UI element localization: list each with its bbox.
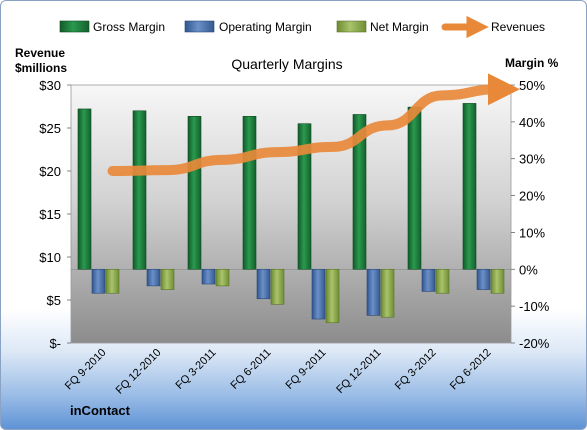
x-axis-tick-label: FQ 12-2011 <box>334 347 383 396</box>
chart-title: Quarterly Margins <box>231 56 342 72</box>
bar-net-margin <box>435 268 450 294</box>
right-axis-tick-label: 30% <box>519 152 545 167</box>
footer-label: inContact <box>70 403 131 418</box>
bar-net-margin <box>325 268 340 324</box>
right-axis-tick-label: 10% <box>519 225 545 240</box>
legend-swatch-net-margin <box>336 20 367 33</box>
legend: Gross Margin Operating Margin Net Margin… <box>59 15 545 39</box>
legend-swatch-operating-margin <box>184 20 215 33</box>
left-axis-title-line-1: Revenue <box>15 46 65 60</box>
right-axis-tick-label: 0% <box>519 262 538 277</box>
left-axis-tick-label: $25 <box>39 121 61 136</box>
bar-net-margin <box>380 268 395 318</box>
right-axis-tick-label: 40% <box>519 115 545 130</box>
left-axis-tick-label: $5 <box>47 293 61 308</box>
bar-gross-margin <box>352 114 367 270</box>
bar-net-margin <box>270 268 285 305</box>
x-axis-tick-label: FQ 6-2012 <box>448 347 494 393</box>
x-axis-tick-label: FQ 6-2011 <box>229 347 274 392</box>
left-axis-tick-label: $- <box>49 336 61 351</box>
bar-operating-margin <box>366 268 381 316</box>
legend-swatch-gross-margin <box>59 20 90 33</box>
x-axis-tick-label: FQ 9-2010 <box>63 347 109 393</box>
bar-operating-margin <box>476 268 491 290</box>
right-axis-title: Margin % <box>505 56 559 70</box>
bars-group <box>71 103 511 324</box>
right-axis-tick-label: 20% <box>519 189 545 204</box>
right-axis: -20% -10% 0% 10% 20% 30% 40% 50% <box>511 78 550 351</box>
bar-gross-margin <box>77 108 92 270</box>
left-axis-tick-label: $20 <box>39 164 61 179</box>
x-axis-tick-label: FQ 12-2010 <box>114 347 164 397</box>
x-axis-tick-label: FQ 3-2012 <box>393 347 439 393</box>
right-axis-tick-label: -10% <box>519 299 550 314</box>
left-axis-tick-label: $10 <box>39 250 61 265</box>
legend-label-operating-margin: Operating Margin <box>219 20 312 34</box>
right-axis-tick-label: -20% <box>519 336 550 351</box>
x-axis: FQ 9-2010 FQ 12-2010 FQ 3-2011 FQ 6-2011 FQ … <box>63 347 494 397</box>
left-axis-tick-label: $15 <box>39 207 61 222</box>
bar-net-margin <box>160 268 175 290</box>
legend-label-revenues: Revenues <box>491 20 545 34</box>
bar-operating-margin <box>256 268 271 300</box>
bar-gross-margin <box>132 110 147 270</box>
bar-gross-margin <box>297 123 312 270</box>
right-axis-tick-label: 50% <box>519 78 545 93</box>
bar-operating-margin <box>421 268 436 292</box>
bar-operating-margin <box>146 268 161 287</box>
bar-gross-margin <box>462 103 477 270</box>
bar-gross-margin <box>187 116 202 270</box>
bar-net-margin <box>490 268 505 294</box>
bar-net-margin <box>215 268 230 287</box>
bar-net-margin <box>105 268 120 294</box>
bar-gross-margin <box>407 106 422 270</box>
x-axis-tick-label: FQ 9-2011 <box>284 347 329 392</box>
revenue-line <box>107 73 520 176</box>
left-axis-tick-label: $30 <box>39 78 61 93</box>
left-axis-title-line-2: $millions <box>15 61 67 75</box>
bar-operating-margin <box>91 268 106 294</box>
bar-operating-margin <box>311 268 326 320</box>
legend-label-gross-margin: Gross Margin <box>93 20 165 34</box>
bar-gross-margin <box>242 116 257 270</box>
left-axis: $- $5 $10 $15 $20 $25 $30 <box>39 78 71 351</box>
revenue-line-group <box>107 73 520 176</box>
legend-label-net-margin: Net Margin <box>370 20 429 34</box>
bar-operating-margin <box>201 268 216 285</box>
x-axis-tick-label: FQ 3-2011 <box>174 347 219 392</box>
